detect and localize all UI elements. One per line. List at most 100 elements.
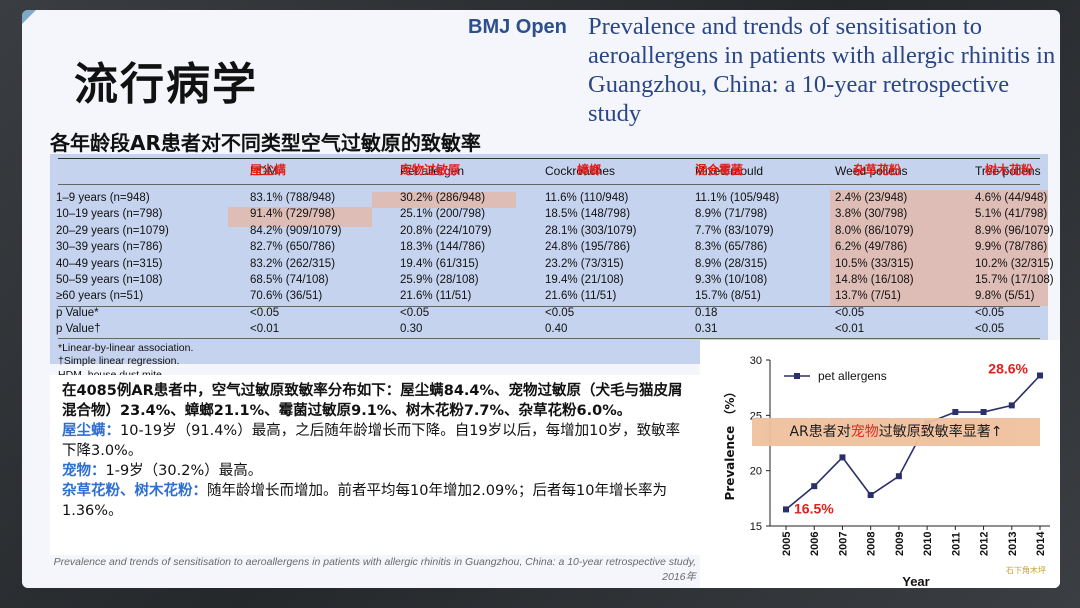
first-value-annotation: 16.5% bbox=[794, 500, 834, 516]
table-cell: <0.05 bbox=[975, 307, 1005, 319]
y-axis-label: Prevalence （%） bbox=[722, 385, 737, 500]
chart-callout: AR患者对宠物过敏原致敏率显著↑ bbox=[752, 418, 1040, 446]
table-cell: 5.1% (41/798) bbox=[975, 208, 1048, 221]
highlight-pet-peak bbox=[372, 192, 516, 208]
summary-hdm-text: 10-19岁（91.4%）最高，之后随年龄增长而下降。自19岁以后，每增加10岁… bbox=[62, 423, 681, 459]
table-cell: 25.1% (200/798) bbox=[400, 208, 486, 221]
x-tick-label: 2012 bbox=[979, 532, 991, 556]
x-tick-label: 2011 bbox=[950, 532, 962, 556]
table-cell: <0.05 bbox=[835, 307, 865, 319]
row-label: 20–29 years (n=1079) bbox=[56, 224, 169, 237]
data-point bbox=[1008, 402, 1015, 409]
y-tick-label: 15 bbox=[750, 521, 762, 533]
summary-pet: 宠物：1-9岁（30.2%）最高。 bbox=[62, 461, 694, 481]
table-cell: <0.01 bbox=[835, 322, 865, 335]
table-cell: 11.1% (105/948) bbox=[695, 192, 780, 204]
row-label: 30–39 years (n=786) bbox=[56, 241, 163, 254]
data-point bbox=[839, 454, 846, 461]
col-header-mould: Mixed mould 混合霉菌 bbox=[695, 163, 764, 178]
row-label: 10–19 years (n=798) bbox=[56, 208, 163, 221]
table-cell: <0.05 bbox=[545, 307, 575, 319]
table-cell: 7.7% (83/1079) bbox=[695, 224, 774, 237]
table-cell: 0.40 bbox=[545, 322, 568, 335]
callout-highlight: 宠物 bbox=[850, 424, 879, 440]
table-top-rule bbox=[58, 158, 1040, 159]
data-point bbox=[811, 483, 818, 490]
row-label: 50–59 years (n=108) bbox=[56, 274, 163, 286]
table-cell: 15.7% (17/108) bbox=[975, 274, 1054, 286]
highlight-hdm-peak bbox=[228, 207, 372, 227]
table-cell: 11.6% (110/948) bbox=[545, 192, 629, 204]
table-cell: 0.30 bbox=[400, 322, 423, 335]
table-cell: 83.2% (262/315) bbox=[250, 257, 336, 270]
summary-pollen-label: 杂草花粉、树木花粉： bbox=[62, 483, 207, 499]
callout-text-start: AR患者对 bbox=[789, 424, 851, 440]
table-cell: <0.05 bbox=[250, 307, 280, 319]
col-header-tree: Tree pollens 树木花粉 bbox=[975, 163, 1041, 178]
table-cell: 8.9% (28/315) bbox=[695, 257, 768, 270]
table-header-rule bbox=[58, 184, 1040, 185]
row-label: p Value* bbox=[56, 307, 99, 319]
table-cell: 30.2% (286/948) bbox=[400, 192, 486, 204]
x-tick-label: 2005 bbox=[781, 532, 793, 556]
table-cell: <0.05 bbox=[975, 322, 1005, 335]
summary-box: 在4085例AR患者中，空气过敏原致敏率分布如下：屋尘螨84.4%、宠物过敏原（… bbox=[50, 375, 706, 555]
table-cell: 9.8% (5/51) bbox=[975, 290, 1035, 303]
prevalence-table: HDM 屋尘螨 Pet allergen 宠物过敏原 Cockroaches 蟑螂 M… bbox=[50, 154, 1054, 367]
corner-decoration bbox=[22, 10, 36, 24]
y-tick-label: 20 bbox=[750, 466, 762, 478]
data-point bbox=[1037, 372, 1043, 379]
citation: Prevalence and trends of sensitisation t… bbox=[53, 556, 696, 583]
table-cell: 10.5% (33/315) bbox=[835, 257, 914, 270]
summary-hdm: 屋尘螨：10-19岁（91.4%）最高，之后随年龄增长而下降。自19岁以后，每增… bbox=[62, 421, 694, 461]
table-cell: 8.9% (71/798) bbox=[695, 208, 768, 221]
slide: 流行病学 BMJ Open Prevalence and trends of s… bbox=[22, 10, 1060, 588]
watermark: 石下角木坪 bbox=[1006, 566, 1046, 575]
data-point bbox=[895, 473, 902, 480]
series-line bbox=[785, 374, 1041, 511]
table-cell: 19.4% (21/108) bbox=[545, 274, 624, 286]
col-header-hdm: HDM 屋尘螨 bbox=[250, 163, 287, 178]
table-cell: 68.5% (74/108) bbox=[250, 274, 329, 286]
col-header-pet: Pet allergen 宠物过敏原 bbox=[400, 163, 465, 178]
x-tick-label: 2006 bbox=[809, 532, 821, 556]
data-point bbox=[952, 409, 959, 416]
table-footnote: †Simple linear regression. bbox=[58, 355, 180, 367]
table-cell: 13.7% (7/51) bbox=[835, 290, 901, 303]
table-cell: 8.0% (86/1079) bbox=[835, 224, 914, 237]
row-label: p Value† bbox=[56, 322, 101, 335]
table-cell: 83.1% (788/948) bbox=[250, 192, 336, 204]
data-point bbox=[867, 492, 874, 499]
col-header-cockroach: Cockroaches 蟑螂 bbox=[545, 163, 616, 178]
highlight-pollen-columns bbox=[830, 190, 1048, 306]
journal-name: BMJ Open bbox=[468, 16, 567, 38]
table-cell: 70.6% (36/51) bbox=[250, 290, 323, 303]
summary-pet-text: 1-9岁（30.2%）最高。 bbox=[105, 463, 263, 479]
x-tick-label: 2008 bbox=[866, 532, 878, 556]
table-cell: 20.8% (224/1079) bbox=[400, 224, 492, 237]
col-header-weed: Weed pollens 杂草花粉 bbox=[835, 163, 908, 178]
summary-pollen-text: 随年龄增长而增加。前者平均每10年增加2.09%；后者每10年增长率为1.36%… bbox=[62, 483, 667, 519]
table-cell: 6.2% (49/786) bbox=[835, 241, 908, 254]
table-cell: 3.8% (30/798) bbox=[835, 208, 908, 221]
data-point bbox=[980, 409, 987, 416]
table-cell: 21.6% (11/51) bbox=[545, 290, 617, 303]
x-tick-label: 2014 bbox=[1035, 531, 1047, 556]
x-tick-label: 2007 bbox=[837, 532, 849, 556]
table-cell: 10.2% (32/315) bbox=[975, 257, 1054, 270]
summary-pollen: 杂草花粉、树木花粉：随年龄增长而增加。前者平均每10年增加2.09%；后者每10… bbox=[62, 481, 694, 521]
table-cell: 19.4% (61/315) bbox=[400, 257, 479, 270]
table-cell: 2.4% (23/948) bbox=[835, 192, 908, 204]
x-axis-label: Year bbox=[902, 574, 929, 588]
page-title: 流行病学 bbox=[74, 59, 258, 110]
table-cell: <0.05 bbox=[400, 307, 430, 319]
row-label: 40–49 years (n=315) bbox=[56, 257, 163, 270]
summary-hdm-label: 屋尘螨： bbox=[62, 423, 120, 439]
table-cell: 4.6% (44/948) bbox=[975, 192, 1048, 204]
legend-marker bbox=[794, 373, 800, 379]
table-cell: 21.6% (11/51) bbox=[400, 290, 472, 303]
y-tick-label: 30 bbox=[750, 355, 762, 367]
legend-label: pet allergens bbox=[818, 369, 887, 383]
table-cell: 18.5% (148/798) bbox=[545, 208, 631, 221]
